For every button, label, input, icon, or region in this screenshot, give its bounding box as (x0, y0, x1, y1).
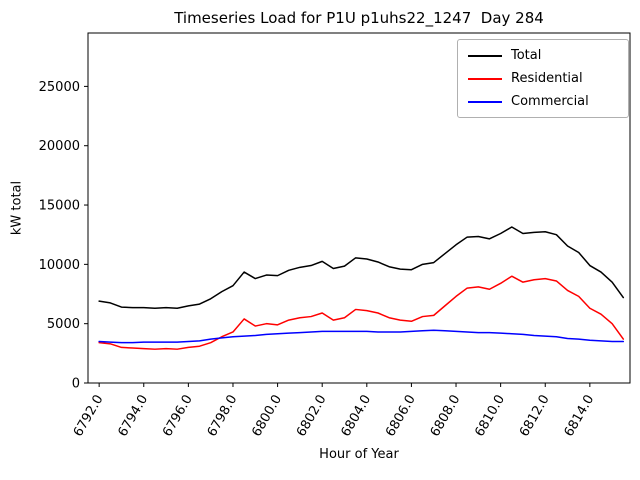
legend-item-residential: Residential (468, 71, 618, 86)
total-line-swatch (468, 54, 502, 57)
legend-label-commercial: Commercial (511, 94, 589, 109)
svg-text:6810.0: 6810.0 (472, 393, 508, 440)
legend-item-total: Total (468, 48, 618, 63)
y-axis-label: kW total (9, 180, 25, 236)
commercial-line-swatch (468, 100, 502, 103)
svg-text:6802.0: 6802.0 (294, 393, 330, 440)
svg-text:6812.0: 6812.0 (517, 393, 553, 440)
svg-text:6794.0: 6794.0 (115, 393, 151, 440)
legend-label-total: Total (511, 48, 542, 63)
svg-text:6800.0: 6800.0 (249, 393, 285, 440)
svg-text:6808.0: 6808.0 (428, 393, 464, 440)
svg-text:25000: 25000 (39, 80, 80, 95)
chart-title: Timeseries Load for P1U p1uhs22_1247 Day… (174, 9, 544, 27)
svg-text:15000: 15000 (39, 199, 80, 214)
legend: Total Residential Commercial (457, 39, 629, 118)
svg-text:6804.0: 6804.0 (339, 393, 375, 440)
svg-text:6798.0: 6798.0 (205, 393, 241, 440)
svg-text:6792.0: 6792.0 (71, 393, 107, 440)
svg-text:6806.0: 6806.0 (383, 393, 419, 440)
svg-text:0: 0 (72, 377, 80, 392)
svg-text:10000: 10000 (39, 258, 80, 273)
x-axis-label: Hour of Year (319, 447, 399, 462)
residential-line-swatch (468, 77, 502, 80)
legend-item-commercial: Commercial (468, 94, 618, 109)
svg-text:20000: 20000 (39, 139, 80, 154)
svg-text:6796.0: 6796.0 (160, 393, 196, 440)
legend-label-residential: Residential (511, 71, 583, 86)
svg-text:5000: 5000 (47, 317, 80, 332)
svg-text:6814.0: 6814.0 (562, 393, 598, 440)
